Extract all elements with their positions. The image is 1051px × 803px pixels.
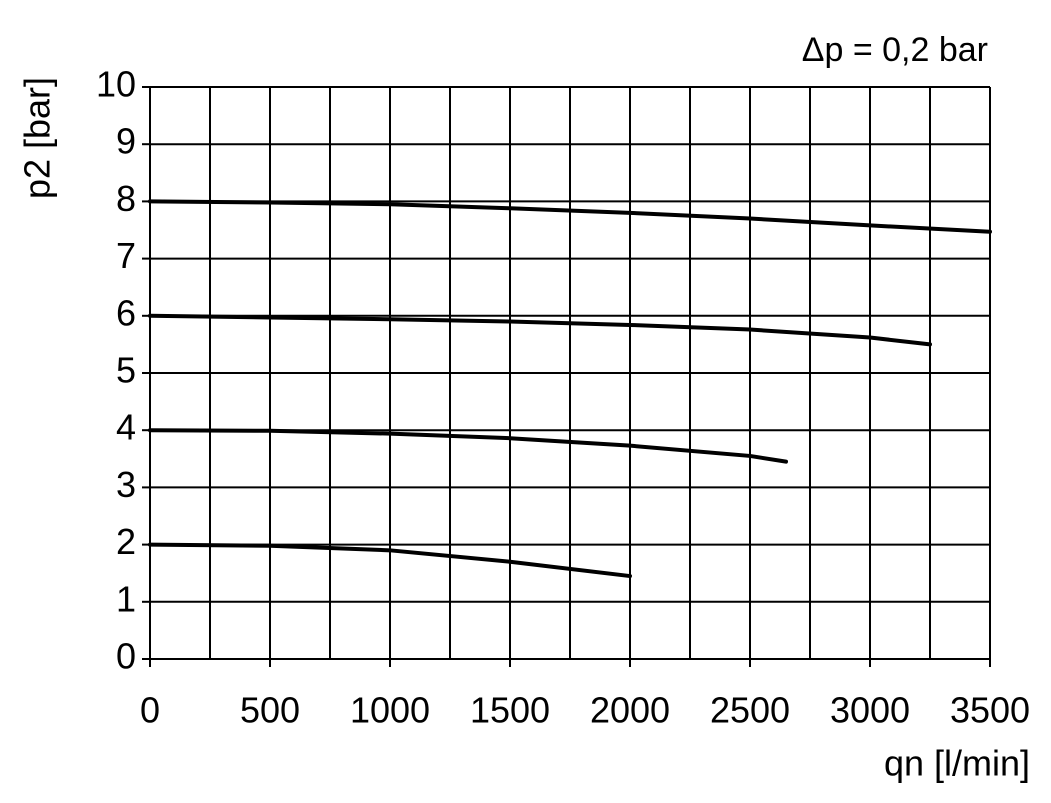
x-tick-label: 2500 <box>710 690 790 731</box>
y-tick-label: 10 <box>96 64 136 105</box>
y-tick-label: 2 <box>116 521 136 562</box>
y-tick-label: 7 <box>116 235 136 276</box>
x-tick-label: 0 <box>140 690 160 731</box>
x-tick-label: 3500 <box>950 690 1030 731</box>
x-tick-label: 500 <box>240 690 300 731</box>
x-tick-label: 1000 <box>350 690 430 731</box>
x-axis-label: qn [l/min] <box>884 743 1030 784</box>
y-tick-label: 6 <box>116 292 136 333</box>
y-tick-label: 4 <box>116 407 136 448</box>
y-tick-label: 8 <box>116 178 136 219</box>
x-tick-label: 1500 <box>470 690 550 731</box>
x-tick-label: 2000 <box>590 690 670 731</box>
y-tick-label: 9 <box>116 121 136 162</box>
y-tick-label: 3 <box>116 464 136 505</box>
y-tick-label: 0 <box>116 636 136 677</box>
series-line <box>148 542 632 579</box>
y-tick-label: 1 <box>116 578 136 619</box>
series-line <box>148 199 992 234</box>
y-axis-label: p2 [bar] <box>17 77 58 199</box>
series-line <box>148 313 932 347</box>
series-line <box>148 428 788 464</box>
y-tick-label: 5 <box>116 350 136 391</box>
x-tick-label: 3000 <box>830 690 910 731</box>
annotation: Δp = 0,2 bar <box>802 31 988 69</box>
